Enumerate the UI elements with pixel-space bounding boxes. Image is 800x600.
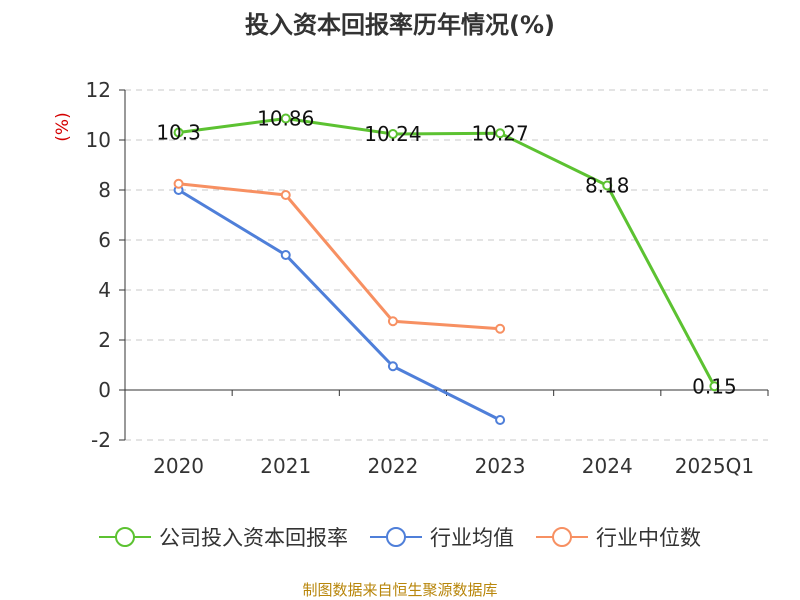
source-note: 制图数据来自恒生聚源数据库: [302, 581, 497, 599]
y-tick-label: 6: [98, 228, 111, 252]
data-point: [495, 323, 506, 334]
data-point: [280, 250, 291, 260]
legend-label: 行业均值: [430, 526, 514, 550]
legend-item: 公司投入资本回报率: [99, 526, 348, 550]
legend-marker: [552, 527, 572, 547]
chart-title: 投入资本回报率历年情况(%): [245, 11, 555, 39]
data-point: [709, 381, 720, 392]
y-tick-label: -2: [91, 428, 111, 452]
data-point: [387, 361, 398, 372]
data-point: [495, 415, 506, 425]
data-point: [495, 128, 506, 139]
data-label: 10.27: [471, 121, 528, 145]
data-point: [280, 113, 291, 124]
series-line: [177, 188, 501, 422]
y-tick-label: 0: [98, 378, 111, 402]
series-line: [178, 182, 501, 331]
data-label: 10.86: [257, 107, 314, 131]
data-point: [173, 178, 184, 189]
y-axis-label: (%): [53, 112, 73, 141]
legend: 公司投入资本回报率 行业均值 行业中位数: [99, 526, 701, 550]
data-point: [173, 127, 184, 138]
x-tick-label: 2025Q1: [675, 454, 754, 478]
grid: [125, 89, 768, 441]
x-tick-label: 2023: [475, 454, 526, 478]
legend-marker: [115, 527, 135, 547]
data-label: 10.3: [156, 121, 201, 145]
axes: 12 10 8 6 4 2 0 -2 2020 2021 2022 2023 2024 2025Q1: [86, 78, 769, 478]
x-tick-label: 2020: [153, 454, 204, 478]
data-label: 0.15: [692, 374, 737, 398]
series-line: [178, 117, 716, 387]
x-tick-label: 2024: [582, 454, 633, 478]
y-tick-label: 10: [86, 128, 111, 152]
data-point: [387, 129, 398, 139]
y-tick-label: 4: [98, 278, 111, 302]
legend-label: 公司投入资本回报率: [159, 526, 348, 550]
legend-item: 行业均值: [370, 526, 514, 550]
legend-label: 行业中位数: [596, 526, 701, 550]
data-label: 10.24: [364, 122, 421, 146]
data-label: 8.18: [585, 174, 630, 198]
y-tick-label: 12: [86, 78, 111, 102]
y-tick-label: 2: [98, 328, 111, 352]
legend-marker: [386, 527, 406, 547]
legend-item: 行业中位数: [536, 526, 701, 550]
data-point: [387, 316, 398, 327]
y-tick-label: 8: [98, 178, 111, 202]
data-point: [602, 180, 613, 191]
data-labels: 10.3 10.86 10.24 10.27 8.18 0.15: [156, 107, 736, 399]
x-tick-label: 2022: [367, 454, 418, 478]
series: [173, 113, 720, 425]
data-point: [280, 190, 291, 200]
x-tick-label: 2021: [260, 454, 311, 478]
